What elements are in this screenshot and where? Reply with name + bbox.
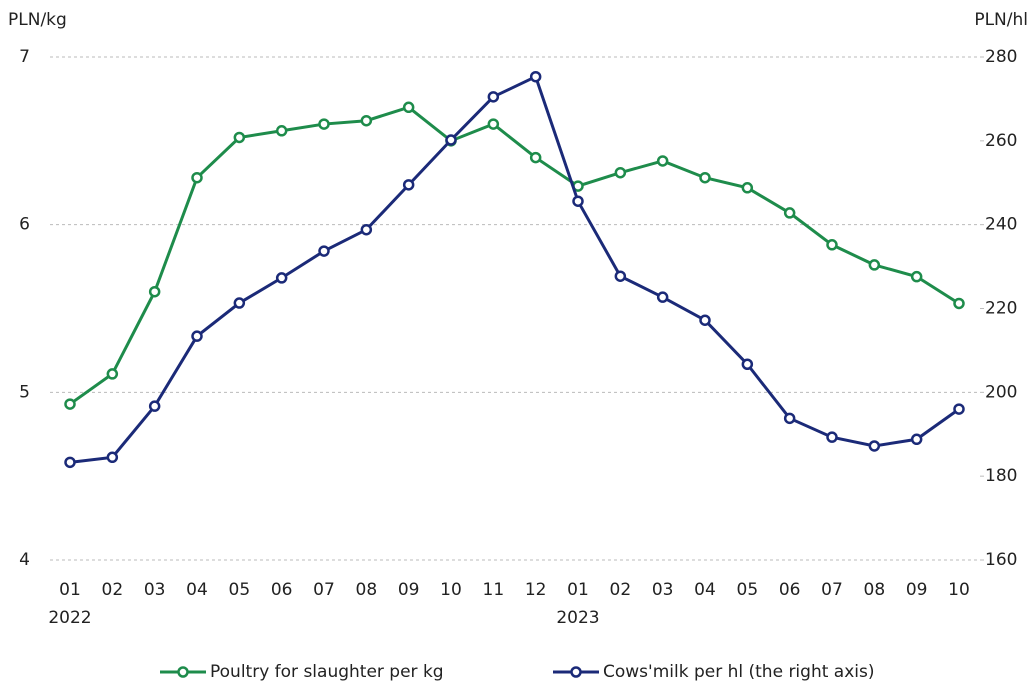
data-point [868, 440, 881, 452]
y-tick-label: 5 [19, 382, 30, 402]
y-tick-label: 7 [19, 47, 30, 67]
y2-tick-label: 260 [985, 131, 1017, 151]
data-point [614, 270, 627, 282]
data-point [191, 171, 203, 184]
data-point [360, 114, 373, 127]
data-point [360, 223, 373, 236]
x-tick-label: 11 [483, 580, 505, 600]
y2-tick-label: 180 [985, 466, 1017, 486]
y-axis-label: PLN/kg [8, 10, 67, 30]
x-tick-label: 10 [440, 580, 462, 600]
data-point [529, 70, 542, 83]
x-tick-label: 01 [59, 580, 81, 600]
data-point [318, 245, 330, 257]
data-point [529, 151, 542, 164]
data-point [148, 285, 161, 298]
x-tick-label: 05 [737, 580, 759, 600]
data-point [741, 358, 754, 370]
y2-tick-label: 160 [985, 550, 1017, 570]
data-point [953, 403, 965, 415]
data-point [64, 456, 76, 469]
x-tick-label: 09 [398, 580, 420, 600]
data-point [741, 182, 754, 194]
x-tick-label: 07 [313, 580, 335, 600]
data-point [656, 291, 669, 303]
data-point [487, 91, 500, 103]
x-tick-label: 08 [864, 580, 886, 600]
data-point [275, 272, 288, 284]
x-tick-label: 10 [948, 580, 970, 600]
legend-label: Poultry for slaughter per kg [210, 662, 444, 682]
data-point [64, 398, 76, 410]
data-point [106, 451, 119, 464]
data-point [233, 131, 246, 144]
series-line [69, 74, 960, 464]
y2-tick-label: 240 [985, 215, 1017, 235]
x-tick-label: 03 [652, 580, 674, 600]
data-point [699, 171, 711, 184]
data-point [402, 101, 415, 114]
series-line [69, 105, 960, 406]
y2-tick-label: 220 [985, 299, 1017, 319]
data-point [699, 314, 711, 326]
x-tick-label: 05 [229, 580, 251, 600]
x-tick-label: 04 [186, 580, 208, 600]
x-tick-label: 06 [779, 580, 801, 600]
x-tick-label: 08 [356, 580, 378, 600]
data-point [572, 195, 584, 207]
y2-tick-label: 200 [985, 382, 1017, 402]
data-point [910, 433, 923, 446]
x-tick-label: 02 [610, 580, 632, 600]
data-point [275, 125, 288, 137]
x-tick-label: 12 [525, 580, 547, 600]
legend-label: Cows'milk per hl (the right axis) [603, 662, 874, 682]
data-point [148, 400, 161, 412]
x-tick-label: 07 [821, 580, 843, 600]
x-year-label: 2023 [556, 608, 599, 628]
data-point [826, 239, 838, 251]
data-point [953, 297, 965, 310]
data-point [191, 330, 203, 342]
y2-tick-label: 280 [985, 47, 1017, 67]
x-tick-label: 03 [144, 580, 166, 600]
data-point [826, 431, 838, 443]
data-point [910, 270, 923, 283]
data-point [106, 368, 119, 380]
data-point [445, 134, 457, 146]
data-point [233, 297, 246, 309]
legend-marker [570, 666, 582, 678]
data-point [318, 118, 330, 130]
data-point [783, 412, 796, 425]
x-tick-label: 01 [567, 580, 589, 600]
data-point [614, 166, 627, 179]
x-tick-label: 02 [102, 580, 124, 600]
y-tick-label: 4 [19, 550, 30, 570]
data-point [868, 259, 881, 271]
data-point [656, 155, 669, 167]
x-tick-label: 06 [271, 580, 293, 600]
y2-axis-label: PLN/hl [974, 10, 1028, 30]
data-point [783, 207, 796, 219]
x-tick-label: 09 [906, 580, 928, 600]
x-year-label: 2022 [48, 608, 91, 628]
legend-marker [177, 666, 189, 678]
data-point [402, 179, 415, 191]
y-tick-label: 6 [19, 215, 30, 235]
data-point [487, 118, 500, 130]
x-tick-label: 04 [694, 580, 716, 600]
